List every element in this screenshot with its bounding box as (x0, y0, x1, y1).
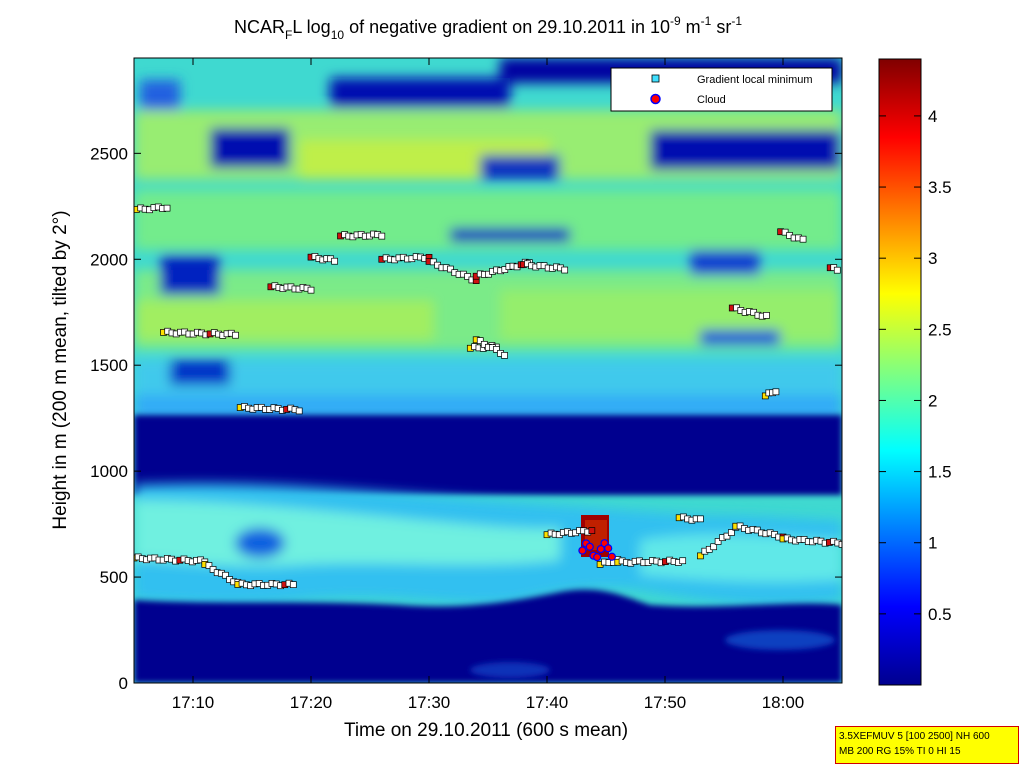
gradient-minimum-marker (232, 331, 239, 339)
y-tick-label: 1000 (90, 462, 128, 481)
x-tick-label: 17:10 (172, 693, 215, 712)
gradient-minimum-marker (561, 266, 569, 274)
legend-box (610, 67, 833, 112)
x-axis-label: Time on 29.10.2011 (600 s mean) (344, 720, 628, 741)
colorbar-ticks: 0.5 1 1.5 2 2.5 3 3.5 4 (879, 107, 952, 624)
y-tick-label: 500 (100, 568, 128, 587)
plot-frame (133, 57, 843, 684)
colorbar-tick-label: 0.5 (928, 605, 952, 624)
gradient-minimum-marker (163, 204, 171, 212)
colorbar-frame (878, 58, 922, 686)
cloud-marker (593, 553, 602, 562)
cloud-marker (604, 544, 613, 553)
x-tick-label: 18:00 (762, 693, 805, 712)
colorbar-tick-label: 4 (928, 107, 937, 126)
gradient-minimum-marker (799, 235, 807, 243)
colorbar-tick-label: 2.5 (928, 320, 952, 339)
colorbar-tick-label: 2 (928, 391, 937, 410)
gradient-minimum-marker (588, 527, 596, 534)
cloud-marker (585, 542, 594, 551)
colorbar-tick-label: 3.5 (928, 178, 952, 197)
colorbar-tick-label: 1.5 (928, 463, 952, 482)
y-tick-label: 1500 (90, 356, 128, 375)
gradient-minimum-marker (833, 266, 841, 274)
y-axis-label: Height in m (200 m mean, tilted by 2°) (50, 210, 71, 529)
gradient-minimum-marker (501, 352, 508, 359)
gradient-minimum-marker (679, 557, 687, 565)
gradient-minimum-marker (205, 562, 213, 569)
gradient-minimum-marker (331, 257, 338, 265)
gradient-minimum-marker (476, 337, 484, 344)
gradient-minimum-marker (714, 538, 722, 545)
x-tick-label: 17:50 (644, 693, 687, 712)
gradient-minimum-marker (728, 529, 735, 536)
colorbar-tick-label: 3 (928, 249, 937, 268)
gradient-minimum-marker (447, 265, 454, 273)
gradient-minimum-marker (763, 312, 770, 319)
gradient-minimum-marker (723, 532, 731, 540)
info-box: 3.5XEFMUV 5 [100 2500] NH 600 MB 200 RG … (835, 726, 1019, 764)
gradient-minimum-marker (697, 515, 704, 523)
gradient-minimum-marker (710, 543, 718, 551)
info-line-1: 3.5XEFMUV 5 [100 2500] NH 600 (839, 731, 990, 742)
cloud-markers (578, 539, 617, 562)
info-line-2: MB 200 RG 15% TI 0 HI 15 (839, 746, 961, 757)
x-tick-label: 17:30 (408, 693, 451, 712)
chart-title: NCARFL log10 of negative gradient on 29.… (234, 14, 742, 42)
legend-marker-cloud (650, 93, 661, 105)
x-tick-label: 17:40 (526, 693, 569, 712)
colorbar: 0.5 1 1.5 2 2.5 3 3.5 4 (878, 58, 952, 686)
legend: Gradient local minimum Cloud (610, 67, 833, 112)
legend-label-gradient-minimum: Gradient local minimum (697, 74, 813, 86)
gradient-minimum-marker (838, 541, 842, 548)
y-tick-label: 0 (119, 674, 128, 693)
y-tick-label: 2500 (90, 144, 128, 163)
colorbar-tick-label: 1 (928, 534, 937, 553)
x-axis: 17:10 17:20 17:30 17:40 17:50 18:00 (172, 58, 805, 712)
x-tick-label: 17:20 (290, 693, 333, 712)
gradient-minimum-markers (134, 203, 842, 590)
gradient-minimum-marker (307, 286, 315, 294)
gradient-minimum-marker (493, 346, 500, 353)
gradient-minimum-marker (222, 571, 229, 579)
legend-label-cloud: Cloud (697, 94, 726, 106)
gradient-minimum-marker (697, 552, 704, 560)
gradient-minimum-marker (378, 232, 386, 240)
heatmap-plot-area (134, 58, 842, 683)
y-tick-label: 2000 (90, 250, 128, 269)
gradient-minimum-marker (295, 407, 303, 415)
cloud-marker (607, 552, 617, 561)
y-axis: 0 500 1000 1500 2000 2500 (90, 144, 842, 693)
gradient-minimum-marker (289, 581, 297, 588)
colorbar-gradient (879, 59, 921, 685)
cloud-marker (578, 546, 587, 555)
gradient-minimum-marker (464, 273, 471, 280)
gradient-minimum-marker (772, 388, 780, 396)
legend-marker-gradient-minimum (651, 74, 660, 83)
